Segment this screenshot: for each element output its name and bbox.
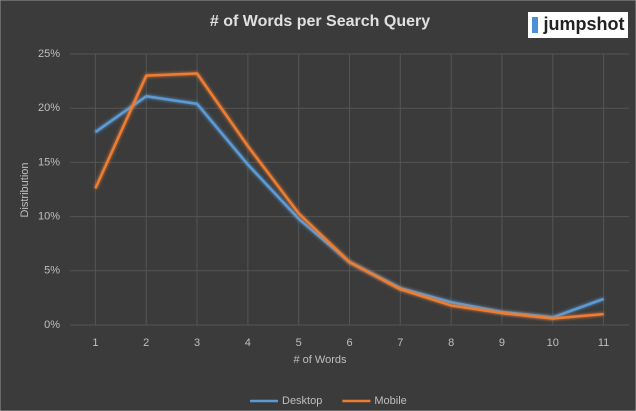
- x-tick-label: 3: [194, 337, 200, 349]
- x-tick-label: 7: [397, 337, 403, 349]
- x-tick-label: 10: [547, 337, 559, 349]
- legend-label: Mobile: [374, 395, 406, 407]
- x-axis-label: # of Words: [294, 354, 347, 366]
- x-tick-label: 1: [92, 337, 98, 349]
- logo-icon: [532, 17, 538, 33]
- series-line: [94, 72, 604, 320]
- legend-label: Desktop: [282, 395, 322, 407]
- y-tick-label: 10%: [38, 211, 60, 223]
- x-tick-label: 9: [499, 337, 505, 349]
- x-tick-label: 6: [346, 337, 352, 349]
- x-tick-label: 4: [245, 337, 251, 349]
- y-axis-label: Distribution: [19, 162, 31, 217]
- y-tick-label: 0%: [44, 319, 60, 331]
- chart-title: # of Words per Search Query: [210, 13, 430, 30]
- logo-box: [528, 12, 628, 38]
- y-tick-label: 20%: [38, 102, 60, 114]
- x-tick-label: 2: [143, 337, 149, 349]
- y-tick-label: 5%: [44, 265, 60, 277]
- y-tick-label: 15%: [38, 156, 60, 168]
- logo: jumpshot: [543, 14, 625, 34]
- x-tick-label: 5: [296, 337, 302, 349]
- y-tick-label: 25%: [38, 48, 60, 60]
- x-tick-label: 8: [448, 337, 454, 349]
- x-tick-label: 11: [598, 337, 609, 349]
